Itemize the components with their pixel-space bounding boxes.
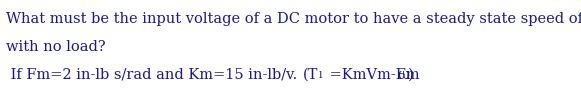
Text: What must be the input voltage of a DC motor to have a steady state speed of 150: What must be the input voltage of a DC m… xyxy=(6,12,581,26)
Text: If Fm=2 in-lb s/rad and Km=15 in-lb/v.: If Fm=2 in-lb s/rad and Km=15 in-lb/v. xyxy=(6,68,320,82)
Text: ): ) xyxy=(408,68,414,82)
Text: ω: ω xyxy=(397,68,409,82)
Text: (T: (T xyxy=(303,68,318,82)
Text: with no load?: with no load? xyxy=(6,40,106,54)
Text: =KmVm-Fm: =KmVm-Fm xyxy=(325,68,419,82)
Text: l: l xyxy=(319,71,322,80)
